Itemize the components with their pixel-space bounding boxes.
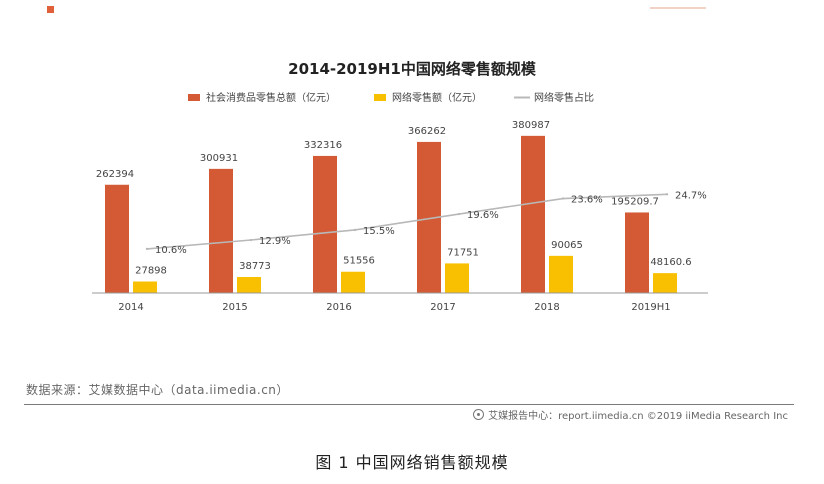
legend-label-2: 网络零售占比 <box>534 91 594 104</box>
bar-label-1-2015: 38773 <box>239 261 271 272</box>
bar-label-1-2014: 27898 <box>135 265 167 276</box>
share-point-2019H1 <box>665 193 669 196</box>
share-label-2014: 10.6% <box>155 245 187 256</box>
bar-label-0-2019H1: 195209.7 <box>611 196 659 207</box>
bar-label-0-2018: 380987 <box>512 120 550 131</box>
share-line-layer <box>145 193 669 251</box>
corner-accent-line <box>650 7 706 9</box>
share-label-2016: 15.5% <box>363 226 395 237</box>
divider <box>24 404 794 405</box>
share-point-2018 <box>561 197 565 200</box>
bar-label-0-2015: 300931 <box>200 153 238 164</box>
share-label-2018: 23.6% <box>571 195 603 206</box>
iimedia-logo-icon <box>473 409 485 420</box>
x-tick-2019H1: 2019H1 <box>631 302 670 313</box>
bar-0-2019H1 <box>625 212 649 293</box>
legend-swatch-1 <box>374 94 386 101</box>
bar-label-0-2017: 366262 <box>408 126 446 137</box>
x-tick-2014: 2014 <box>118 302 143 313</box>
x-tick-2018: 2018 <box>534 302 559 313</box>
share-point-2015 <box>249 238 253 242</box>
bar-1-2018 <box>549 255 573 293</box>
bar-1-2014 <box>133 281 157 293</box>
data-labels-layer: 262394 27898 300931 38773 332316 51556 366262 7… <box>96 120 707 277</box>
x-tick-labels: 2014 2015 2016 2017 2018 2019H1 <box>118 302 670 313</box>
chart: 2014-2019H1中国网络零售额规模 社会消费品零售总额（亿元） 网络零售额（… <box>92 60 708 313</box>
legend-label-1: 网络零售额（亿元） <box>392 91 482 104</box>
bar-label-1-2016: 51556 <box>343 256 375 267</box>
bar-1-2015 <box>237 277 261 293</box>
bar-label-1-2018: 90065 <box>551 240 583 251</box>
x-tick-2015: 2015 <box>222 302 247 313</box>
figure-caption: 图 1 中国网络销售额规模 <box>315 453 509 472</box>
footer-text: 艾媒报告中心：report.iimedia.cn ©2019 iiMedia R… <box>488 411 788 422</box>
bar-label-1-2017: 71751 <box>447 247 479 258</box>
bar-0-2018 <box>521 135 545 293</box>
share-line-0 <box>146 193 668 250</box>
bar-label-0-2016: 332316 <box>304 140 342 151</box>
share-point-2016 <box>353 228 357 232</box>
bar-0-2014 <box>105 184 129 293</box>
share-point-2017 <box>457 212 461 216</box>
bar-1-2016 <box>341 271 365 293</box>
bar-0-2015 <box>209 168 233 293</box>
share-label-2019H1: 24.7% <box>675 190 707 201</box>
x-tick-2017: 2017 <box>430 302 455 313</box>
bar-label-0-2014: 262394 <box>96 169 134 180</box>
x-tick-2016: 2016 <box>326 302 351 313</box>
legend-label-0: 社会消费品零售总额（亿元） <box>206 91 336 104</box>
bar-1-2019H1 <box>653 273 677 293</box>
bar-0-2016 <box>313 155 337 293</box>
share-label-2017: 19.6% <box>467 210 499 221</box>
legend-swatch-0 <box>188 94 200 101</box>
footer: 艾媒报告中心：report.iimedia.cn ©2019 iiMedia R… <box>473 407 788 422</box>
bars-layer <box>105 135 677 293</box>
share-point-2014 <box>145 247 149 251</box>
data-source-note: 数据来源：艾媒数据中心（data.iimedia.cn） <box>26 383 289 397</box>
legend: 社会消费品零售总额（亿元） 网络零售额（亿元） 网络零售占比 <box>188 91 594 104</box>
corner-accent-mark <box>47 6 54 13</box>
chart-title: 2014-2019H1中国网络零售额规模 <box>288 60 537 78</box>
bar-label-1-2019H1: 48160.6 <box>650 257 691 268</box>
share-label-2015: 12.9% <box>259 236 291 247</box>
bar-1-2017 <box>445 263 469 293</box>
